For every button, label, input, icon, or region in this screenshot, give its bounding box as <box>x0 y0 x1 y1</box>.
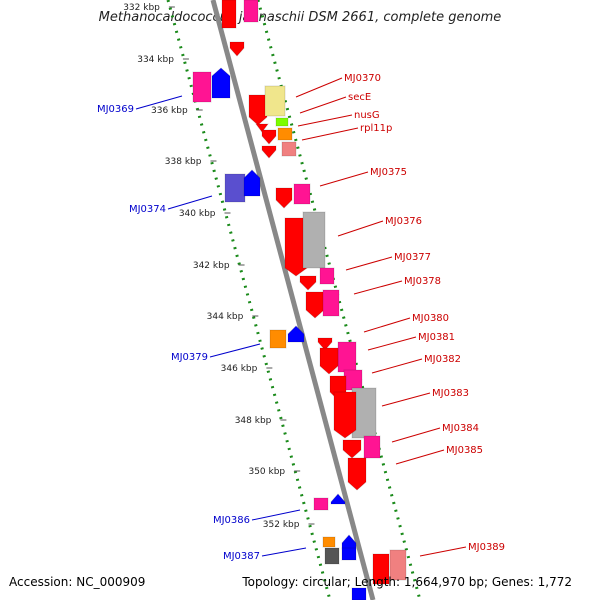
gene-block <box>337 341 357 373</box>
gene-arrow <box>255 123 269 133</box>
scale-tick-label: 350 kbp <box>248 467 285 477</box>
gene-block <box>322 289 340 317</box>
gene-arrow <box>333 391 357 439</box>
reverse-leader-line <box>135 95 183 110</box>
gene-label-mj0378: MJ0378 <box>404 276 441 287</box>
scale-tick-label: 340 kbp <box>179 209 216 219</box>
gene-block <box>313 497 329 511</box>
gene-label-nusg: nusG <box>354 110 380 121</box>
gene-label-mj0370: MJ0370 <box>344 73 381 84</box>
gene-block <box>224 173 246 203</box>
forward-leader-line <box>297 114 353 127</box>
forward-leader-line <box>337 220 384 237</box>
gene-block <box>389 549 407 581</box>
scale-tick-label: 346 kbp <box>221 364 258 374</box>
gene-arrow <box>261 145 277 159</box>
gene-label-mj0386: MJ0386 <box>213 515 250 526</box>
gene-label-rpl11p: rpl11p <box>360 123 392 134</box>
gene-label-mj0389: MJ0389 <box>468 542 505 553</box>
backbone-line <box>210 0 376 600</box>
gene-label-mj0385: MJ0385 <box>446 445 483 456</box>
gene-block <box>269 329 287 349</box>
gene-arrow <box>261 129 277 145</box>
scale-tick-label: 352 kbp <box>263 520 300 530</box>
gene-block <box>343 369 363 391</box>
gene-arrow <box>319 347 339 375</box>
gene-arrow <box>330 493 346 505</box>
forward-leader-line <box>363 317 411 333</box>
forward-leader-line <box>301 127 359 141</box>
gene-arrow <box>287 325 305 343</box>
reverse-leader-line <box>167 195 213 210</box>
forward-leader-line <box>319 171 369 187</box>
scale-tick-label: 342 kbp <box>193 261 230 271</box>
scale-tick-label: 338 kbp <box>165 157 202 167</box>
gene-arrow <box>248 94 268 126</box>
scale-tick-label: 344 kbp <box>207 312 244 322</box>
topology-text: Topology: circular; Length: 1,664,970 bp… <box>242 575 572 589</box>
gene-label-mj0384: MJ0384 <box>442 423 479 434</box>
gene-block <box>293 183 311 205</box>
gene-label-mj0380: MJ0380 <box>412 313 449 324</box>
gene-label-mj0383: MJ0383 <box>432 388 469 399</box>
scale-tick-label: 334 kbp <box>137 55 174 65</box>
gene-block <box>363 435 381 459</box>
gene-label-mj0377: MJ0377 <box>394 252 431 263</box>
gene-label-mj0369: MJ0369 <box>97 104 134 115</box>
gene-block <box>192 71 212 103</box>
forward-leader-line <box>391 427 441 443</box>
gene-block <box>221 0 237 29</box>
gene-block <box>341 547 357 561</box>
gene-block <box>319 267 335 285</box>
gene-arrow <box>305 291 325 319</box>
gene-arrow <box>211 67 231 99</box>
scale-tick-label: 332 kbp <box>123 3 160 13</box>
forward-leader-line <box>371 358 423 374</box>
gene-block <box>372 553 390 585</box>
gene-label-mj0374: MJ0374 <box>129 204 166 215</box>
gene-block <box>275 117 289 127</box>
scale-tick-label: 336 kbp <box>151 106 188 116</box>
forward-leader-line <box>381 392 431 407</box>
gene-label-mj0382: MJ0382 <box>424 354 461 365</box>
gene-label-mj0376: MJ0376 <box>385 216 422 227</box>
forward-leader-line <box>299 96 347 114</box>
map-title: Methanocaldococcus jannaschii DSM 2661, … <box>98 10 502 25</box>
gene-block <box>281 141 297 157</box>
gene-arrow <box>317 337 333 351</box>
forward-leader-line <box>419 546 467 557</box>
forward-leader-line <box>345 256 393 271</box>
gene-arrow <box>275 187 293 209</box>
forward-leader-line <box>353 280 403 295</box>
reverse-leader-line <box>209 343 261 358</box>
gene-arrow <box>243 169 261 197</box>
gene-label-mj0375: MJ0375 <box>370 167 407 178</box>
gene-block <box>264 85 286 117</box>
forward-leader-line <box>395 449 445 465</box>
scale-tick-label: 348 kbp <box>235 416 272 426</box>
gene-label-mj0379: MJ0379 <box>171 352 208 363</box>
gene-arrow <box>342 439 362 459</box>
forward-leader-line <box>295 77 343 98</box>
gene-label-mj0381: MJ0381 <box>418 332 455 343</box>
gene-arrow <box>229 41 245 57</box>
gene-block <box>302 211 326 269</box>
gene-block <box>324 547 340 565</box>
gene-label-sece: secE <box>348 92 371 103</box>
reverse-leader-line <box>251 509 301 521</box>
reverse-leader-line <box>261 547 307 557</box>
gene-arrow <box>299 275 317 291</box>
accession-text: Accession: NC_000909 <box>9 575 146 589</box>
forward-leader-line <box>367 336 417 351</box>
gene-block <box>322 536 336 548</box>
gene-block <box>277 127 293 141</box>
gene-arrow <box>347 457 367 491</box>
gene-block <box>243 0 259 23</box>
gene-label-mj0387: MJ0387 <box>223 551 260 562</box>
gene-block <box>351 587 367 600</box>
